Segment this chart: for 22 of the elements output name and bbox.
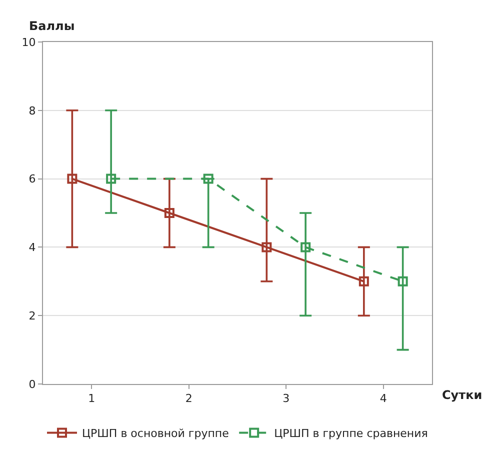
point: [203, 174, 214, 184]
y-tick-label: 10: [22, 36, 36, 49]
point: [358, 276, 369, 286]
x-tick-label: 1: [88, 392, 96, 406]
y-tick-label: 2: [28, 309, 36, 322]
point: [262, 242, 272, 252]
y-tick-label: 4: [28, 241, 36, 254]
y-tick-label: 8: [28, 104, 36, 118]
point: [300, 242, 311, 252]
x-tick-label: 4: [380, 392, 387, 406]
x-tick-label: 2: [185, 392, 192, 406]
legend-label: ЦРШП в основной группе: [82, 426, 230, 440]
point: [398, 276, 408, 286]
point: [164, 208, 174, 218]
legend-label: ЦРШП в группе сравнения: [274, 426, 428, 440]
y-axis-title: Баллы: [29, 19, 75, 33]
x-axis-title: Сутки: [442, 388, 482, 402]
point: [106, 174, 116, 184]
point: [67, 174, 78, 184]
y-tick-label: 0: [28, 378, 36, 391]
y-tick-label: 6: [28, 172, 36, 186]
x-tick-label: 3: [282, 392, 290, 406]
